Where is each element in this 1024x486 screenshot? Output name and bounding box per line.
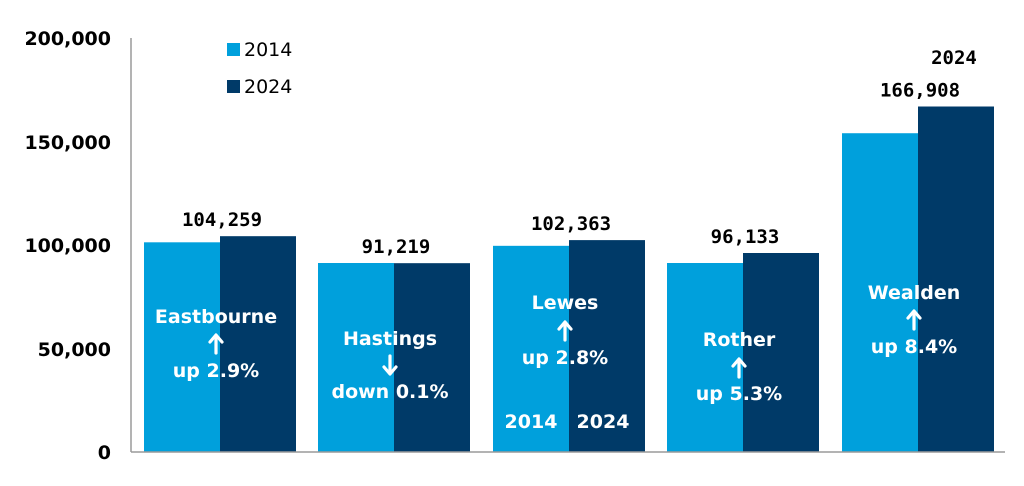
data-label-2024: 91,219 <box>362 236 431 258</box>
y-tick-label: 50,000 <box>38 339 111 361</box>
legend-label-2024: 2024 <box>244 76 292 98</box>
bar-2024 <box>743 253 819 452</box>
arrow-up-icon <box>208 333 224 355</box>
year-annotation-2014: 2014 <box>505 411 558 433</box>
legend-swatch-2024 <box>227 80 240 93</box>
arrow-head <box>382 365 398 376</box>
arrow-head <box>208 333 224 344</box>
y-tick-label: 200,000 <box>24 28 111 50</box>
legend: 2014 2024 <box>227 39 292 98</box>
category-label: Wealden <box>868 282 961 304</box>
bar-2014 <box>144 242 220 452</box>
data-label-2024: 166,908 <box>880 80 960 102</box>
bar-2014 <box>842 133 918 452</box>
data-label-2024: 104,259 <box>182 209 262 231</box>
year-annotation-2024: 2024 <box>577 411 630 433</box>
y-tick-labels: 0 50,000 100,000 150,000 200,000 <box>24 28 111 464</box>
bar-2024 <box>918 106 994 453</box>
legend-label-2014: 2014 <box>244 39 292 61</box>
y-tick-label: 150,000 <box>24 132 111 154</box>
arrow-up-icon <box>557 320 573 342</box>
axes-layer <box>130 38 1005 453</box>
arrow-down-icon <box>382 354 398 376</box>
labels-layer: 104,259 Eastbourne up 2.9% 91,219 Hastings do… <box>155 47 977 433</box>
y-tick-label: 100,000 <box>24 235 111 257</box>
arrow-head <box>731 357 747 368</box>
category-label: Hastings <box>343 328 437 350</box>
arrow-up-icon <box>906 309 922 331</box>
y-tick-label: 0 <box>98 442 111 464</box>
change-label: up 8.4% <box>871 336 957 358</box>
bar-2024 <box>394 263 470 452</box>
data-label-2024: 96,133 <box>711 226 780 248</box>
category-label: Eastbourne <box>155 306 277 328</box>
bar-2014 <box>493 245 569 452</box>
year-annotation-2024: 2024 <box>931 47 977 69</box>
bars-layer <box>144 106 994 453</box>
change-label: up 2.9% <box>173 360 259 382</box>
change-label: up 5.3% <box>696 383 782 405</box>
category-label: Lewes <box>532 292 599 314</box>
bar-2014 <box>318 263 394 452</box>
bar-2024 <box>569 240 645 452</box>
arrow-head <box>906 309 922 320</box>
arrow-up-icon <box>731 357 747 379</box>
data-label-2024: 102,363 <box>531 213 611 235</box>
bar-2014 <box>667 263 743 452</box>
arrow-head <box>557 320 573 331</box>
change-label: down 0.1% <box>331 381 448 403</box>
bar-2024 <box>220 236 296 452</box>
change-label: up 2.8% <box>522 347 608 369</box>
category-label: Rother <box>703 329 776 351</box>
legend-swatch-2014 <box>227 43 240 56</box>
